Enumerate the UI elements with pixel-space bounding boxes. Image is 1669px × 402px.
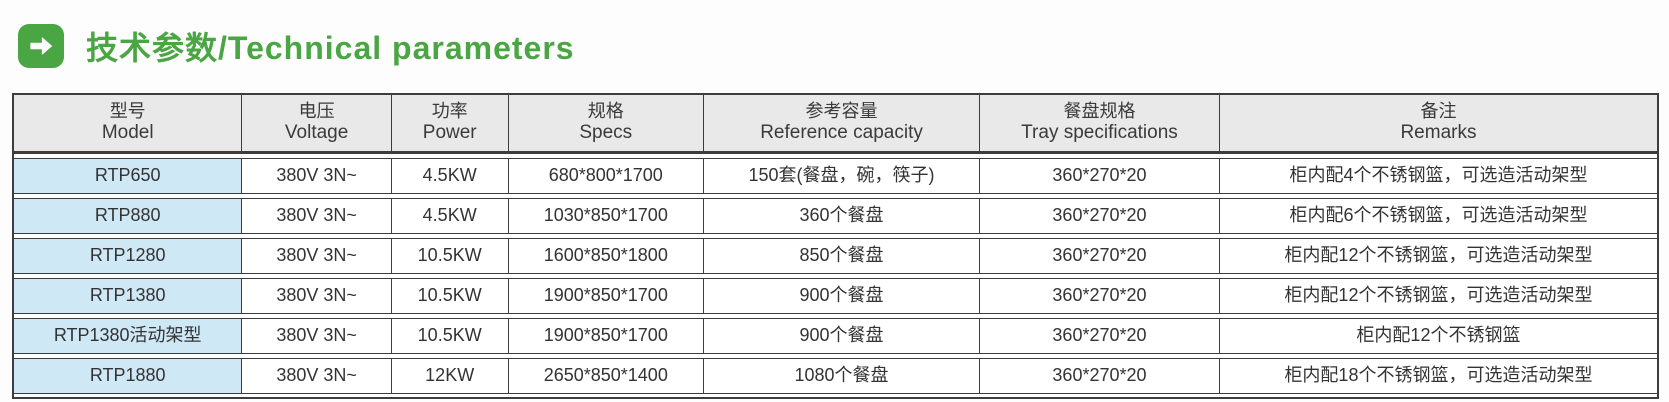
cell-voltage: 380V 3N~ — [242, 239, 392, 273]
header-tray-specifications: 餐盘规格 Tray specifications — [980, 95, 1220, 151]
cell-power: 12KW — [392, 359, 509, 393]
cell-voltage: 380V 3N~ — [242, 159, 392, 193]
cell-voltage: 380V 3N~ — [242, 199, 392, 233]
header-voltage: 电压 Voltage — [242, 95, 392, 151]
header-reference-capacity: 参考容量 Reference capacity — [704, 95, 981, 151]
arrow-right-icon — [18, 24, 64, 68]
cell-tray-specifications: 360*270*20 — [980, 239, 1220, 273]
cell-remarks: 柜内配18个不锈钢篮，可选造活动架型 — [1284, 365, 1593, 386]
cell-specs: 1900*850*1700 — [509, 319, 705, 353]
cell-reference-capacity: 900个餐盘 — [704, 279, 981, 313]
cell-specs: 1030*850*1700 — [509, 199, 705, 233]
cell-voltage: 380V 3N~ — [242, 279, 392, 313]
cell-power: 10.5KW — [392, 239, 509, 273]
cell-tray-specifications: 360*270*20 — [980, 159, 1220, 193]
table-row: RTP650 380V 3N~ 4.5KW 680*800*1700 150套(… — [14, 158, 1657, 194]
cell-specs: 2650*850*1400 — [509, 359, 705, 393]
cell-tray-specifications: 360*270*20 — [980, 359, 1220, 393]
cell-tray-specifications: 360*270*20 — [980, 279, 1220, 313]
cell-reference-capacity: 850个餐盘 — [704, 239, 981, 273]
header-model: 型号 Model — [14, 95, 243, 151]
cell-reference-capacity: 360个餐盘 — [704, 199, 981, 233]
cell-tray-specifications: 360*270*20 — [980, 319, 1220, 353]
cell-remarks: 柜内配6个不锈钢篮，可选造活动架型 — [1289, 205, 1588, 226]
cell-model: RTP1380活动架型 — [14, 319, 243, 353]
cell-specs: 1600*850*1800 — [509, 239, 705, 273]
table-row: RTP1380活动架型 380V 3N~ 10.5KW 1900*850*170… — [14, 318, 1657, 354]
cell-specs: 1900*850*1700 — [509, 279, 705, 313]
cell-model: RTP1280 — [14, 239, 243, 273]
cell-tray-specifications: 360*270*20 — [980, 199, 1220, 233]
cell-remarks: 柜内配12个不锈钢篮，可选造活动架型 — [1284, 245, 1593, 266]
cell-model: RTP650 — [14, 159, 243, 193]
page-title: 技术参数/Technical parameters — [86, 30, 575, 66]
header-specs: 规格 Specs — [509, 95, 705, 151]
cell-power: 10.5KW — [392, 319, 509, 353]
cell-remarks: 柜内配4个不锈钢篮，可选造活动架型 — [1289, 165, 1588, 186]
cell-power: 4.5KW — [392, 199, 509, 233]
cell-power: 4.5KW — [392, 159, 509, 193]
table-row: RTP1380 380V 3N~ 10.5KW 1900*850*1700 90… — [14, 278, 1657, 314]
header-power: 功率 Power — [392, 95, 509, 151]
table-row: RTP1280 380V 3N~ 10.5KW 1600*850*1800 85… — [14, 238, 1657, 274]
table-row: RTP880 380V 3N~ 4.5KW 1030*850*1700 360个… — [14, 198, 1657, 234]
technical-parameters-table: 型号 Model 电压 Voltage 功率 Power 规格 Specs 参考… — [12, 93, 1659, 399]
cell-reference-capacity: 900个餐盘 — [704, 319, 981, 353]
cell-model: RTP1880 — [14, 359, 243, 393]
cell-model: RTP880 — [14, 199, 243, 233]
cell-model: RTP1380 — [14, 279, 243, 313]
cell-remarks: 柜内配12个不锈钢篮 — [1356, 325, 1521, 346]
cell-power: 10.5KW — [392, 279, 509, 313]
cell-specs: 680*800*1700 — [509, 159, 705, 193]
table-header-row: 型号 Model 电压 Voltage 功率 Power 规格 Specs 参考… — [14, 95, 1657, 154]
cell-voltage: 380V 3N~ — [242, 319, 392, 353]
table-row: RTP1880 380V 3N~ 12KW 2650*850*1400 1080… — [14, 358, 1657, 394]
title-band: 技术参数/Technical parameters — [0, 0, 1669, 76]
cell-voltage: 380V 3N~ — [242, 359, 392, 393]
cell-reference-capacity: 1080个餐盘 — [704, 359, 981, 393]
cell-reference-capacity: 150套(餐盘，碗，筷子) — [704, 159, 981, 193]
header-remarks: 备注 Remarks — [1400, 100, 1477, 144]
cell-remarks: 柜内配12个不锈钢篮，可选造活动架型 — [1284, 285, 1593, 306]
